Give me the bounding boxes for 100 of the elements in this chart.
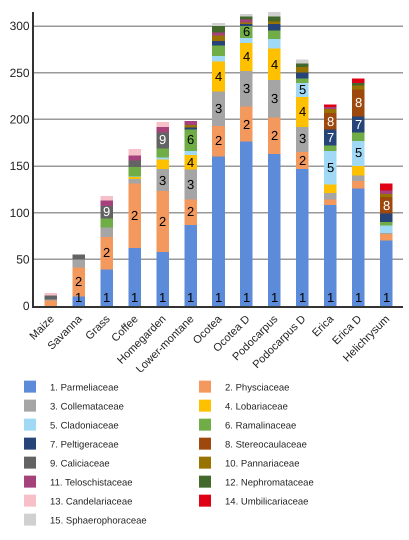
legend-label: 14. Umbilicariaceae: [225, 496, 308, 508]
annotation: 3: [215, 101, 222, 116]
bar: [268, 48, 281, 80]
annotation: 3: [271, 91, 278, 106]
bar: [296, 72, 309, 78]
bar: [296, 168, 309, 306]
bar: [352, 78, 365, 83]
bar: [212, 35, 225, 41]
bar: [184, 151, 197, 155]
annotation: 2: [271, 128, 278, 143]
bar: [352, 86, 365, 90]
annotation: 7: [355, 117, 362, 132]
bar: [296, 60, 309, 64]
bar: [268, 117, 281, 154]
legend-label: 1. Parmeliaceae: [50, 382, 119, 394]
annotation: 4: [215, 69, 222, 84]
y-tick-label: 300: [10, 19, 30, 34]
annotation: 2: [159, 214, 166, 229]
bar: [128, 166, 141, 176]
bar: [352, 188, 365, 306]
bar: [240, 19, 253, 22]
y-tick-label: 200: [10, 112, 30, 127]
bar: [212, 126, 225, 157]
annotation: 4: [299, 104, 306, 119]
annotation: 1: [355, 290, 362, 305]
annotation: 3: [187, 177, 194, 192]
annotation: 1: [327, 290, 334, 305]
annotation: 2: [299, 153, 306, 168]
annotation: 1: [271, 290, 278, 305]
bar: [268, 16, 281, 22]
bar: [380, 190, 393, 194]
annotation: 2: [215, 133, 222, 148]
annotation: 5: [355, 145, 362, 160]
bar: [240, 16, 253, 20]
bar: [324, 145, 337, 152]
annotation: 1: [243, 290, 250, 305]
annotation: 9: [103, 204, 110, 219]
annotation: 6: [243, 24, 250, 39]
annotation: 1: [159, 290, 166, 305]
bar: [380, 184, 393, 190]
annotation: 8: [383, 198, 390, 213]
bar: [128, 184, 141, 248]
bar: [184, 200, 197, 225]
bar: [324, 193, 337, 200]
bar: [324, 200, 337, 206]
annotation: 4: [243, 49, 250, 64]
bar: [44, 296, 58, 300]
bar: [240, 42, 253, 71]
annotation: 6: [187, 132, 194, 147]
legend-label: 4. Lobariaceae: [225, 401, 288, 412]
legend-label: 2. Physciaceae: [225, 382, 290, 394]
bar: [184, 121, 197, 125]
annotation: 5: [327, 160, 334, 175]
annotation: 1: [131, 290, 138, 305]
legend-label: 15. Sphaerophoraceae: [50, 515, 147, 526]
annotation: 1: [215, 290, 222, 305]
bar: [240, 38, 253, 43]
y-tick-label: 50: [16, 252, 30, 267]
legend-label: 10. Pannariaceae: [225, 458, 300, 470]
bar: [352, 116, 365, 132]
y-tick-label: 100: [10, 206, 30, 220]
bar: [156, 159, 169, 169]
legend-label: 8. Stereocaulaceae: [225, 439, 307, 450]
bar: [380, 226, 393, 234]
annotation: 1: [187, 290, 194, 305]
bar: [324, 205, 337, 306]
bar: [100, 228, 113, 237]
annotation: 1: [299, 290, 306, 305]
bar: [128, 179, 141, 184]
bar: [352, 132, 365, 141]
bar: [100, 236, 113, 270]
bar: [352, 175, 365, 181]
bar: [156, 252, 169, 306]
bar: [156, 122, 169, 127]
y-tick-label: 0: [22, 299, 30, 314]
bar: [296, 96, 309, 127]
bar: [380, 214, 393, 222]
bar: [212, 40, 225, 46]
bar: [128, 149, 141, 156]
legend-label: 3. Collemataceae: [50, 401, 124, 412]
bar: [240, 106, 253, 142]
bar: [268, 39, 281, 48]
bar: [268, 154, 281, 306]
bar: [324, 184, 337, 194]
annotation: 8: [327, 114, 334, 129]
annotation: 7: [327, 130, 334, 145]
annotation: 2: [131, 208, 138, 223]
bar: [240, 142, 253, 306]
annotation: 3: [299, 131, 306, 146]
annotation: 2: [187, 204, 194, 219]
bar: [268, 30, 281, 40]
annotation: 2: [243, 117, 250, 132]
bar: [296, 78, 309, 83]
bar: [156, 191, 169, 252]
bar: [212, 56, 225, 62]
bar: [212, 61, 225, 92]
bar: [184, 224, 197, 306]
annotation: 5: [299, 82, 306, 97]
bar: [380, 234, 393, 241]
annotation: 2: [103, 245, 110, 260]
